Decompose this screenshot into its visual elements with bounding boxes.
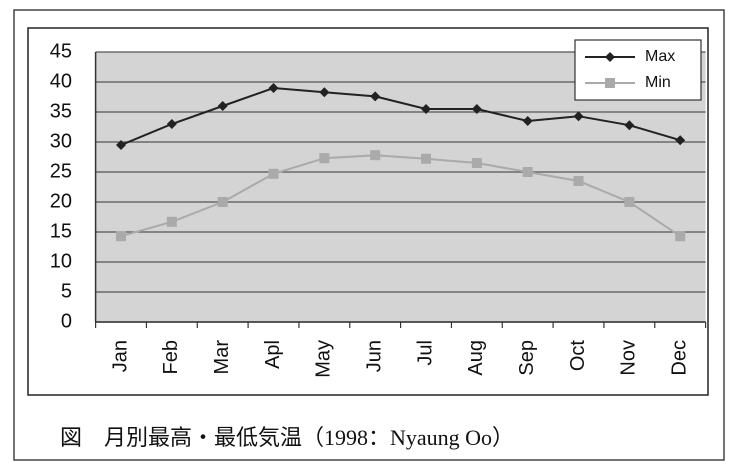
marker [370, 150, 381, 161]
x-tick-label: Jan [109, 340, 131, 372]
legend-label: Max [645, 48, 675, 65]
legend-marker [605, 78, 615, 88]
marker [370, 91, 381, 102]
layer: 0 5 10 15 20 25 30 35 40 45 Jan Feb Mar Apl May Jun Jul A… [50, 39, 707, 378]
x-tick-label: Oct [567, 340, 589, 372]
marker [421, 153, 432, 164]
x-tick-label: Dec [668, 340, 690, 376]
marker [573, 111, 584, 122]
marker [268, 168, 279, 179]
marker [166, 119, 177, 129]
y-tick-label: 10 [50, 250, 72, 272]
x-tick-label: Aug [465, 340, 487, 376]
legend-marker [605, 52, 615, 62]
marker [166, 216, 177, 227]
x-tick-label: Apl [262, 340, 284, 369]
y-tick-label: 20 [50, 190, 72, 212]
caption: 図 月別最高・最低気温（1998：Nyaung Oo） [60, 425, 514, 450]
y-tick-label: 45 [50, 40, 72, 62]
y-tick-label: 35 [50, 100, 72, 122]
marker [522, 167, 533, 177]
marker [573, 176, 584, 186]
marker [217, 101, 228, 111]
y-tick-label: 15 [50, 220, 72, 242]
marker [471, 104, 482, 114]
x-tick-label: Feb [160, 340, 182, 374]
legend-label: Min [645, 74, 671, 91]
marker [319, 153, 330, 164]
marker [116, 140, 127, 150]
y-tick-label: 40 [50, 70, 72, 92]
x-tick-label: Jun [363, 340, 385, 372]
marker [624, 120, 635, 131]
marker [116, 231, 127, 242]
marker [319, 87, 330, 98]
legend-box [574, 39, 702, 101]
series-line [120, 154, 681, 238]
marker [421, 104, 432, 114]
marker [675, 231, 686, 242]
y-tick-label: 25 [50, 160, 72, 182]
marker [624, 197, 635, 207]
marker [675, 135, 686, 146]
marker [217, 197, 228, 207]
x-tick-label: Nov [618, 340, 640, 376]
x-tick-label: Sep [516, 340, 538, 376]
y-tick-label: 0 [61, 310, 72, 332]
y-tick-label: 30 [50, 130, 72, 152]
x-tick-label: Mar [211, 340, 233, 375]
series-line [120, 86, 681, 146]
x-tick-label: May [313, 340, 335, 378]
marker [268, 83, 279, 93]
y-tick-label: 5 [61, 280, 72, 302]
x-tick-label: Jul [414, 340, 436, 366]
marker [471, 158, 482, 168]
marker [522, 116, 533, 126]
